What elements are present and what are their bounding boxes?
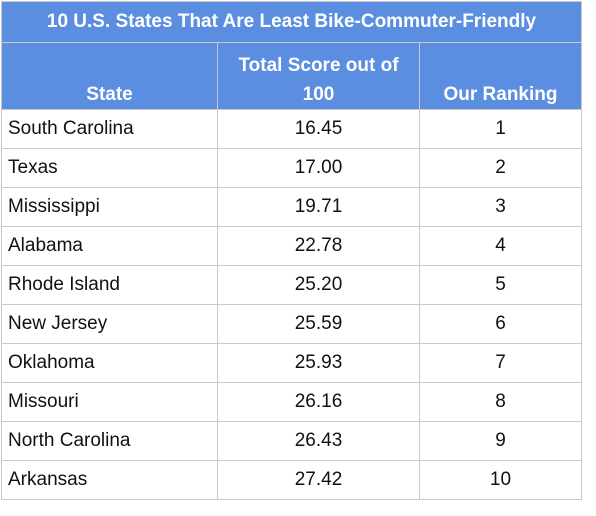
- header-score: Total Score out of 100: [217, 42, 420, 110]
- rank-cell: 10: [419, 460, 582, 500]
- ranking-table: 10 U.S. States That Are Least Bike-Commu…: [1, 1, 582, 500]
- state-cell: North Carolina: [1, 421, 218, 461]
- score-cell: 25.20: [217, 265, 420, 305]
- rank-cell: 6: [419, 304, 582, 344]
- state-cell: Oklahoma: [1, 343, 218, 383]
- score-cell: 26.43: [217, 421, 420, 461]
- state-cell: Mississippi: [1, 187, 218, 227]
- header-rank: Our Ranking: [419, 42, 582, 110]
- rank-cell: 9: [419, 421, 582, 461]
- score-cell: 25.93: [217, 343, 420, 383]
- score-cell: 16.45: [217, 109, 420, 149]
- table-row: Alabama 22.78 4: [1, 226, 582, 266]
- state-cell: Arkansas: [1, 460, 218, 500]
- state-cell: Missouri: [1, 382, 218, 422]
- header-row: State Total Score out of 100 Our Ranking: [1, 42, 582, 110]
- table-row: Texas 17.00 2: [1, 148, 582, 188]
- rank-cell: 5: [419, 265, 582, 305]
- rank-cell: 1: [419, 109, 582, 149]
- table-row: North Carolina 26.43 9: [1, 421, 582, 461]
- score-cell: 27.42: [217, 460, 420, 500]
- header-state: State: [1, 42, 218, 110]
- rank-cell: 8: [419, 382, 582, 422]
- score-cell: 17.00: [217, 148, 420, 188]
- rank-cell: 2: [419, 148, 582, 188]
- score-cell: 22.78: [217, 226, 420, 266]
- table-row: Missouri 26.16 8: [1, 382, 582, 422]
- table-row: Rhode Island 25.20 5: [1, 265, 582, 305]
- state-cell: Rhode Island: [1, 265, 218, 305]
- table-row: South Carolina 16.45 1: [1, 109, 582, 149]
- table-row: Mississippi 19.71 3: [1, 187, 582, 227]
- state-cell: New Jersey: [1, 304, 218, 344]
- title-row: 10 U.S. States That Are Least Bike-Commu…: [1, 1, 582, 43]
- state-cell: South Carolina: [1, 109, 218, 149]
- score-cell: 19.71: [217, 187, 420, 227]
- table-body: South Carolina 16.45 1 Texas 17.00 2 Mississip…: [1, 109, 582, 500]
- state-cell: Alabama: [1, 226, 218, 266]
- table-row: Arkansas 27.42 10: [1, 460, 582, 500]
- table-title: 10 U.S. States That Are Least Bike-Commu…: [1, 1, 582, 43]
- score-cell: 25.59: [217, 304, 420, 344]
- table-row: New Jersey 25.59 6: [1, 304, 582, 344]
- state-cell: Texas: [1, 148, 218, 188]
- rank-cell: 4: [419, 226, 582, 266]
- table-row: Oklahoma 25.93 7: [1, 343, 582, 383]
- rank-cell: 7: [419, 343, 582, 383]
- score-cell: 26.16: [217, 382, 420, 422]
- rank-cell: 3: [419, 187, 582, 227]
